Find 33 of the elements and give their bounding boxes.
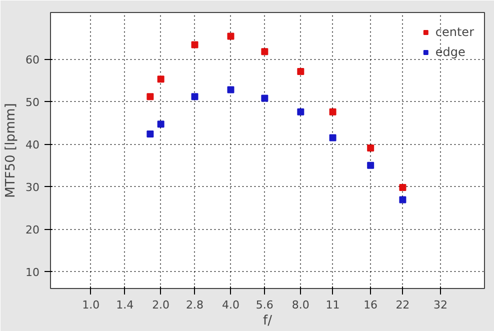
x-tick-label: 8.0: [292, 298, 310, 312]
x-axis-title: f/: [263, 314, 273, 328]
point: [399, 196, 406, 204]
point: [191, 41, 198, 48]
point: [399, 184, 406, 191]
x-tick-label: 16: [364, 298, 378, 312]
x-tick-label: 1.0: [82, 298, 100, 312]
y-tick-label: 60: [26, 54, 40, 67]
point: [157, 76, 164, 83]
x-tick-label: 1.4: [116, 298, 134, 312]
x-tick-label: 32: [433, 298, 448, 312]
legend-label: edge: [435, 45, 466, 59]
x-tick-label: 5.6: [256, 298, 274, 312]
point: [329, 134, 336, 142]
point: [261, 94, 268, 102]
point: [227, 86, 234, 94]
x-tick-label: 4.0: [222, 298, 240, 312]
point: [157, 120, 164, 128]
legend-label: center: [435, 25, 474, 39]
x-tick-label: 11: [326, 298, 340, 312]
x-tick-label: 2.8: [186, 298, 204, 312]
point: [191, 93, 198, 100]
y-tick-label: 10: [26, 266, 40, 280]
y-tick-label: 40: [26, 138, 40, 152]
y-axis-title: MTF50 [lpmm]: [4, 103, 19, 198]
point: [227, 32, 234, 40]
point: [261, 48, 268, 56]
y-tick-label: 50: [26, 96, 40, 110]
y-tick-label: 20: [26, 224, 40, 237]
x-tick-label: 22: [396, 298, 410, 312]
x-tick-label: 2.0: [152, 298, 170, 312]
y-tick-label: 30: [26, 181, 40, 194]
point: [329, 108, 336, 116]
